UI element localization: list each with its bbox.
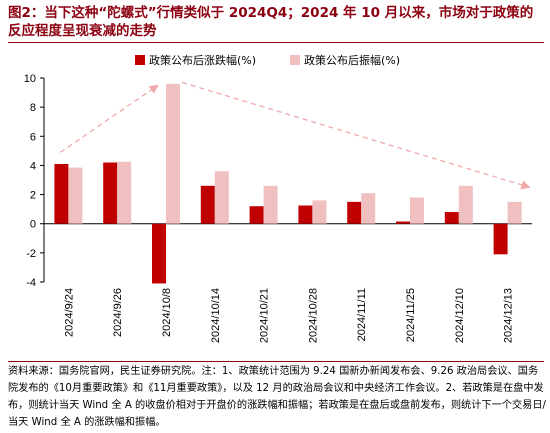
- x-tick-label: 2024/9/24: [63, 288, 75, 337]
- bar-change-10: [493, 223, 508, 255]
- bar-change-6: [298, 205, 313, 224]
- x-tick-label: 2024/10/28: [307, 288, 319, 343]
- y-tick-label: 6: [30, 131, 36, 143]
- bar-change-8: [396, 221, 410, 224]
- legend-label-1: 政策公布后涨跌幅(%): [149, 53, 256, 67]
- bar-change-9: [444, 212, 459, 224]
- bar-change-2: [103, 162, 118, 224]
- bar-amplitude-4: [214, 171, 229, 224]
- footnote-divider: [8, 361, 544, 362]
- trend-arrows: [60, 81, 531, 190]
- bar-amplitude-1: [68, 167, 83, 224]
- trend-arrow-rising: [60, 84, 159, 153]
- x-tick-label: 2024/12/10: [454, 288, 466, 343]
- x-tick-label: 2024/12/13: [503, 288, 515, 343]
- bar-amplitude-7: [361, 193, 376, 224]
- chart-bars: [54, 83, 522, 284]
- bar-change-5: [249, 206, 264, 224]
- bar-change-7: [347, 201, 362, 224]
- legend-swatch-2: [290, 55, 300, 65]
- y-tick-label: 0: [30, 219, 36, 231]
- bar-change-4: [200, 185, 215, 224]
- bar-amplitude-8: [410, 197, 424, 224]
- x-tick-label: 2024/11/25: [405, 288, 417, 342]
- bar-amplitude-2: [117, 161, 132, 224]
- chart-title: 图2：当下这种“陀螺式”行情类似于 2024Q4；2024 年 10 月以来，市…: [8, 5, 534, 39]
- trend-arrow-declining: [181, 81, 531, 190]
- bar-amplitude-10: [507, 201, 522, 224]
- x-tick-label: 2024/10/14: [210, 288, 222, 343]
- y-tick-label: 2: [30, 190, 36, 202]
- bar-change-3: [152, 223, 166, 284]
- bar-amplitude-6: [312, 200, 327, 224]
- y-tick-label: -4: [26, 277, 36, 289]
- legend-swatch-1: [135, 55, 145, 65]
- x-tick-label: 2024/11/11: [356, 288, 368, 341]
- y-tick-label: -2: [26, 248, 36, 260]
- y-tick-label: 10: [24, 73, 36, 85]
- source-footnote: 资料来源：国务院官网，民生证券研究院。注：1、政策统计范围为 9.24 国新办新…: [8, 366, 546, 428]
- bar-change-1: [54, 163, 69, 224]
- bar-amplitude-3: [166, 83, 180, 224]
- y-tick-label: 8: [30, 102, 36, 114]
- y-tick-label: 4: [30, 160, 36, 172]
- bar-amplitude-9: [458, 185, 473, 224]
- bar-amplitude-5: [263, 185, 278, 224]
- x-tick-label: 2024/9/26: [112, 288, 124, 337]
- legend-label-2: 政策公布后振幅(%): [304, 53, 400, 67]
- chart-legend: 政策公布后涨跌幅(%) 政策公布后振幅(%): [135, 53, 400, 67]
- bar-chart: 政策公布后涨跌幅(%) 政策公布后振幅(%) -4 -2 0 2 4 6 8 10 2024/9/…: [24, 53, 532, 343]
- x-tick-label: 2024/10/8: [161, 288, 173, 337]
- chart-axes: -4 -2 0 2 4 6 8 10 2024/9/24 2024/9/26 2024/10/8 20…: [24, 73, 532, 343]
- title-divider: [8, 42, 544, 43]
- x-tick-label: 2024/10/21: [259, 288, 271, 343]
